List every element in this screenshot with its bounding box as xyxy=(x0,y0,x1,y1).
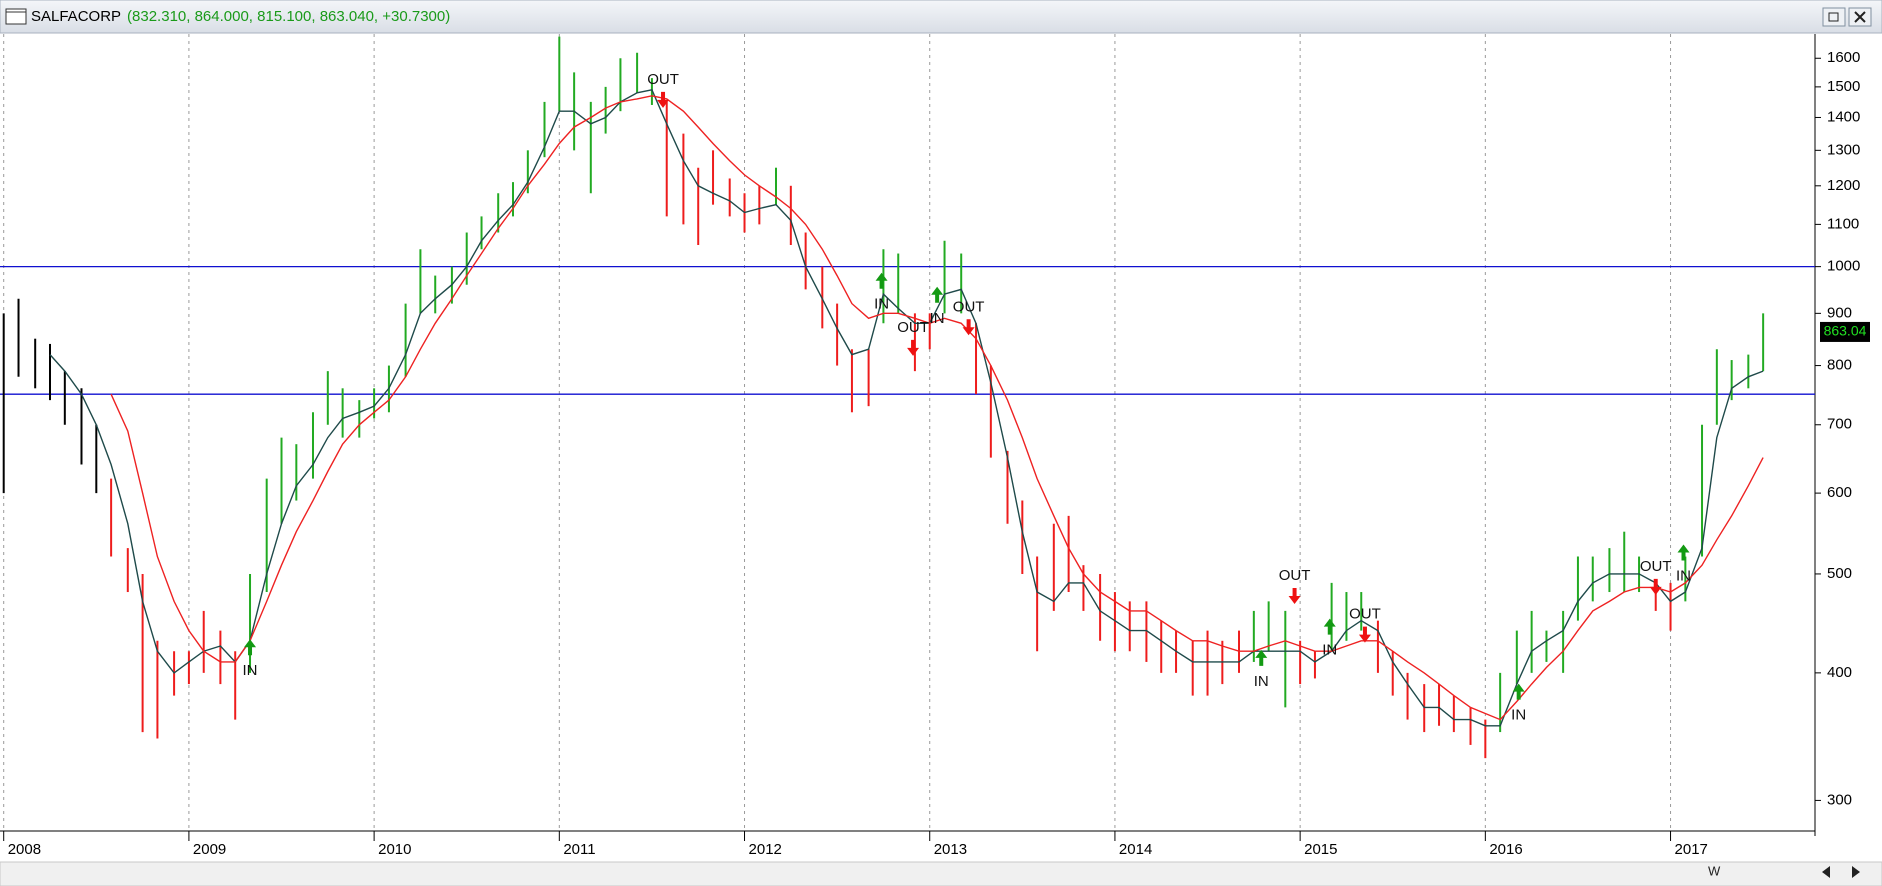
signal-label: OUT xyxy=(1640,558,1672,575)
signal-label: IN xyxy=(1322,642,1337,659)
buy-arrow xyxy=(1323,618,1336,635)
y-tick-label: 700 xyxy=(1827,416,1852,433)
x-tick-label: 2010 xyxy=(378,841,411,858)
last-price-label: 863.04 xyxy=(1824,323,1867,339)
signal-label: IN xyxy=(1254,673,1269,690)
signal-label: OUT xyxy=(897,319,929,336)
sell-arrow xyxy=(657,91,670,108)
x-tick-label: 2009 xyxy=(193,841,226,858)
toolbar-label[interactable]: W xyxy=(1708,863,1721,878)
quote: (832.310, 864.000, 815.100, 863.040, +30… xyxy=(127,8,450,25)
buy-arrow xyxy=(1677,544,1690,561)
plot-area xyxy=(0,34,1815,831)
window-icon xyxy=(5,8,27,25)
buy-arrow xyxy=(931,286,944,303)
restore-button[interactable] xyxy=(1822,7,1846,27)
signal-label: OUT xyxy=(1279,567,1311,584)
signal-label: OUT xyxy=(1349,606,1381,623)
y-tick-label: 600 xyxy=(1827,484,1852,501)
y-tick-label: 1400 xyxy=(1827,108,1860,125)
signal-label: OUT xyxy=(647,71,679,88)
buy-arrow xyxy=(1512,683,1525,700)
x-tick-label: 2008 xyxy=(8,841,41,858)
signal-label: IN xyxy=(874,296,889,313)
scrollbar[interactable] xyxy=(0,861,1882,886)
close-icon xyxy=(1854,11,1866,23)
chart-title: SALFACORP xyxy=(31,8,121,25)
x-tick-label: 2012 xyxy=(749,841,782,858)
sell-arrow xyxy=(1649,578,1662,595)
restore-icon xyxy=(1828,12,1839,22)
x-tick-label: 2011 xyxy=(563,841,595,858)
x-tick-label: 2014 xyxy=(1119,841,1152,858)
x-tick-label: 2017 xyxy=(1675,841,1708,858)
y-tick-label: 1300 xyxy=(1827,141,1860,158)
last-price-box xyxy=(1820,321,1870,342)
sell-arrow xyxy=(1288,588,1301,605)
y-tick-label: 500 xyxy=(1827,565,1852,582)
x-tick-label: 2016 xyxy=(1489,841,1522,858)
y-tick-label: 800 xyxy=(1827,357,1852,374)
y-tick-label: 400 xyxy=(1827,664,1852,681)
sell-arrow xyxy=(1358,626,1371,643)
moving-average-line xyxy=(110,95,1764,721)
buy-arrow xyxy=(875,272,888,289)
signal-label: IN xyxy=(1676,568,1691,585)
y-tick-label: 1000 xyxy=(1827,258,1860,275)
signal-label: OUT xyxy=(953,298,985,315)
title-bar xyxy=(0,0,1882,34)
y-tick-label: 900 xyxy=(1827,304,1852,321)
x-tick-label: 2015 xyxy=(1304,841,1337,858)
buy-arrow xyxy=(244,639,257,656)
y-tick-label: 1500 xyxy=(1827,78,1860,95)
y-tick-label: 1600 xyxy=(1827,49,1860,66)
y-tick-label: 300 xyxy=(1827,791,1852,808)
y-tick-label: 1200 xyxy=(1827,177,1860,194)
signal-label: IN xyxy=(243,662,258,679)
y-tick-label: 1100 xyxy=(1827,215,1859,232)
signal-label: IN xyxy=(930,310,945,327)
sell-arrow xyxy=(962,319,975,336)
signal-label: IN xyxy=(1511,707,1526,724)
sell-arrow xyxy=(907,339,920,356)
x-tick-label: 2013 xyxy=(934,841,967,858)
scroll-arrows[interactable] xyxy=(1822,866,1860,878)
buy-arrow xyxy=(1255,649,1268,666)
